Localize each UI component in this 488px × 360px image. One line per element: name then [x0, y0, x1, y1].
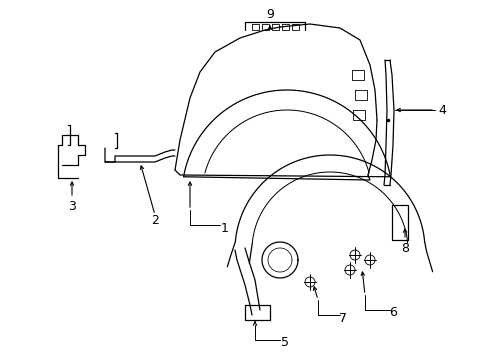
Text: 2: 2 [151, 213, 159, 226]
Text: 3: 3 [68, 201, 76, 213]
Text: 4: 4 [437, 104, 445, 117]
Text: 8: 8 [400, 242, 408, 255]
Text: 5: 5 [281, 337, 288, 350]
Text: 6: 6 [388, 306, 396, 320]
Text: 7: 7 [338, 311, 346, 324]
Text: 9: 9 [265, 8, 273, 21]
Text: 1: 1 [221, 221, 228, 234]
